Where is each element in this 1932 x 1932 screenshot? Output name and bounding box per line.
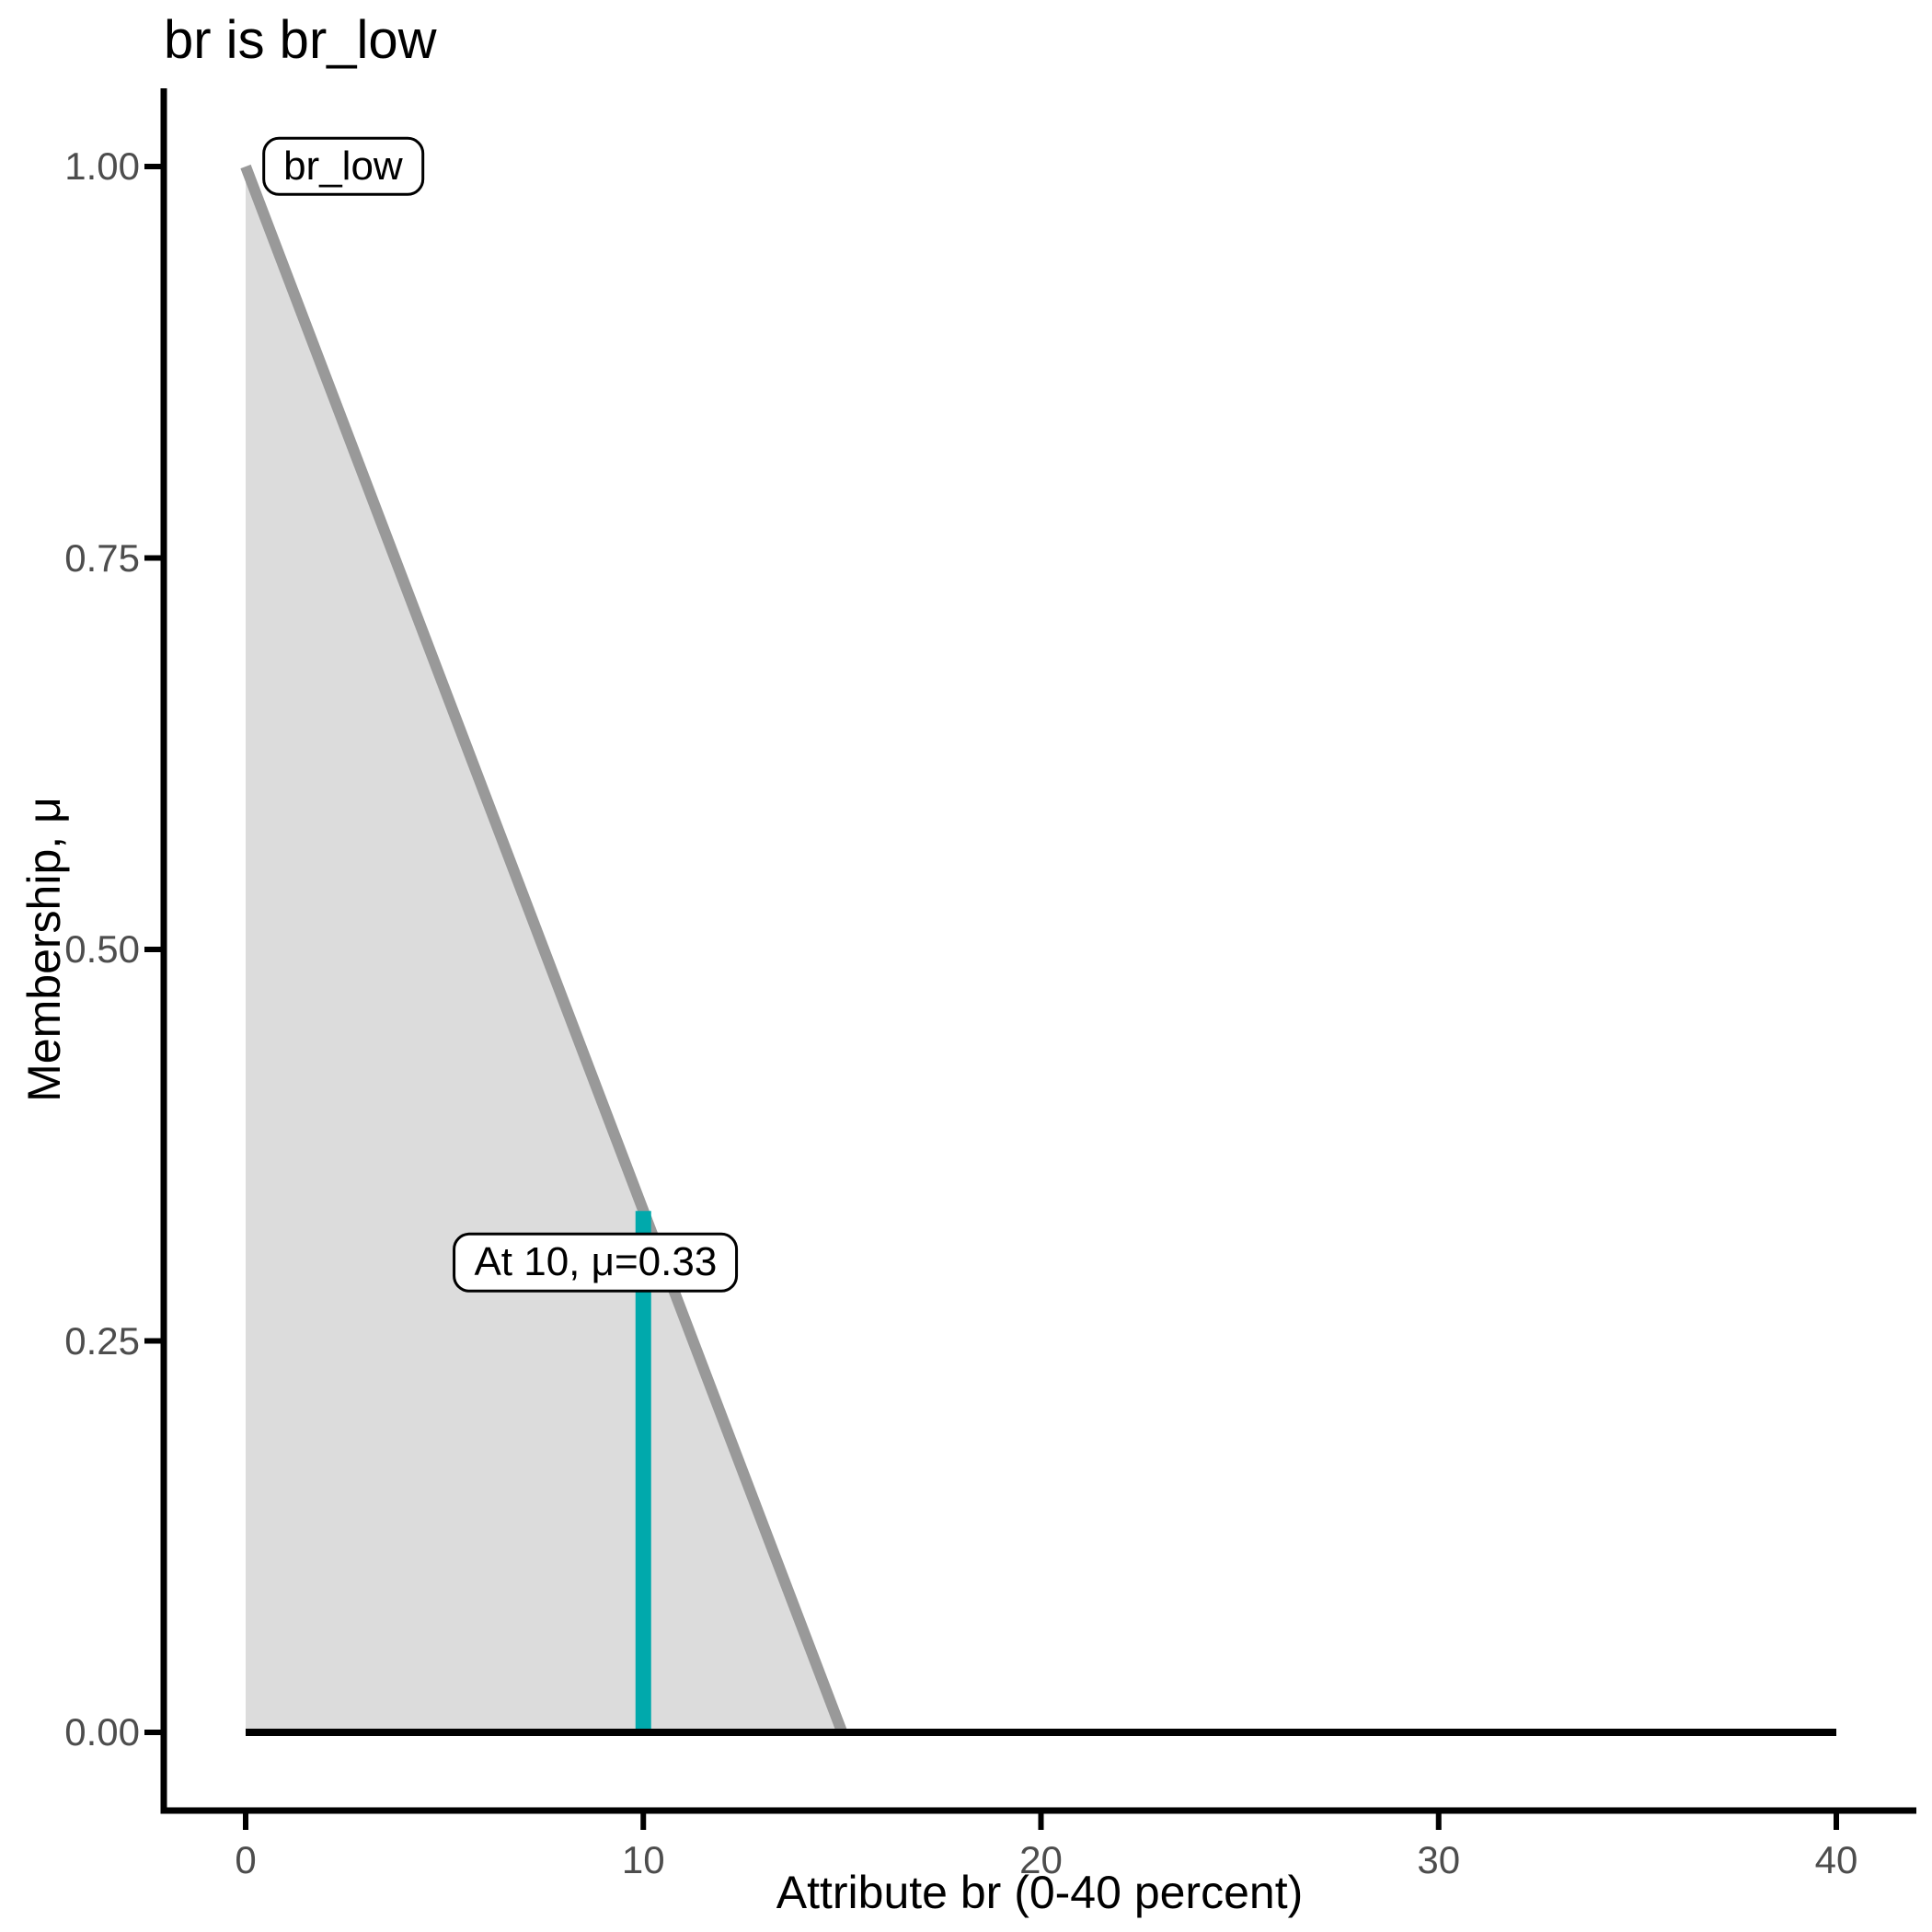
annotation-set-label: br_low xyxy=(262,136,424,197)
y-tick-label: 1.00 xyxy=(64,144,140,188)
y-tick-label: 0.00 xyxy=(64,1710,140,1754)
annotation-evaluation-label: At 10, μ=0.33 xyxy=(453,1233,739,1293)
y-tick-label: 0.50 xyxy=(64,927,140,971)
x-tick-label: 20 xyxy=(1019,1838,1063,1881)
x-tick-label: 40 xyxy=(1814,1838,1858,1881)
y-tick-label: 0.25 xyxy=(64,1318,140,1363)
y-tick-label: 0.75 xyxy=(64,535,140,580)
x-tick-label: 0 xyxy=(235,1838,257,1881)
x-axis-title: Attribute br (0-40 percent) xyxy=(776,1867,1304,1918)
x-tick-label: 10 xyxy=(621,1838,665,1881)
membership-line xyxy=(240,164,847,1735)
x-tick-label: 30 xyxy=(1417,1838,1461,1881)
chart-title: br is br_low xyxy=(164,10,437,70)
